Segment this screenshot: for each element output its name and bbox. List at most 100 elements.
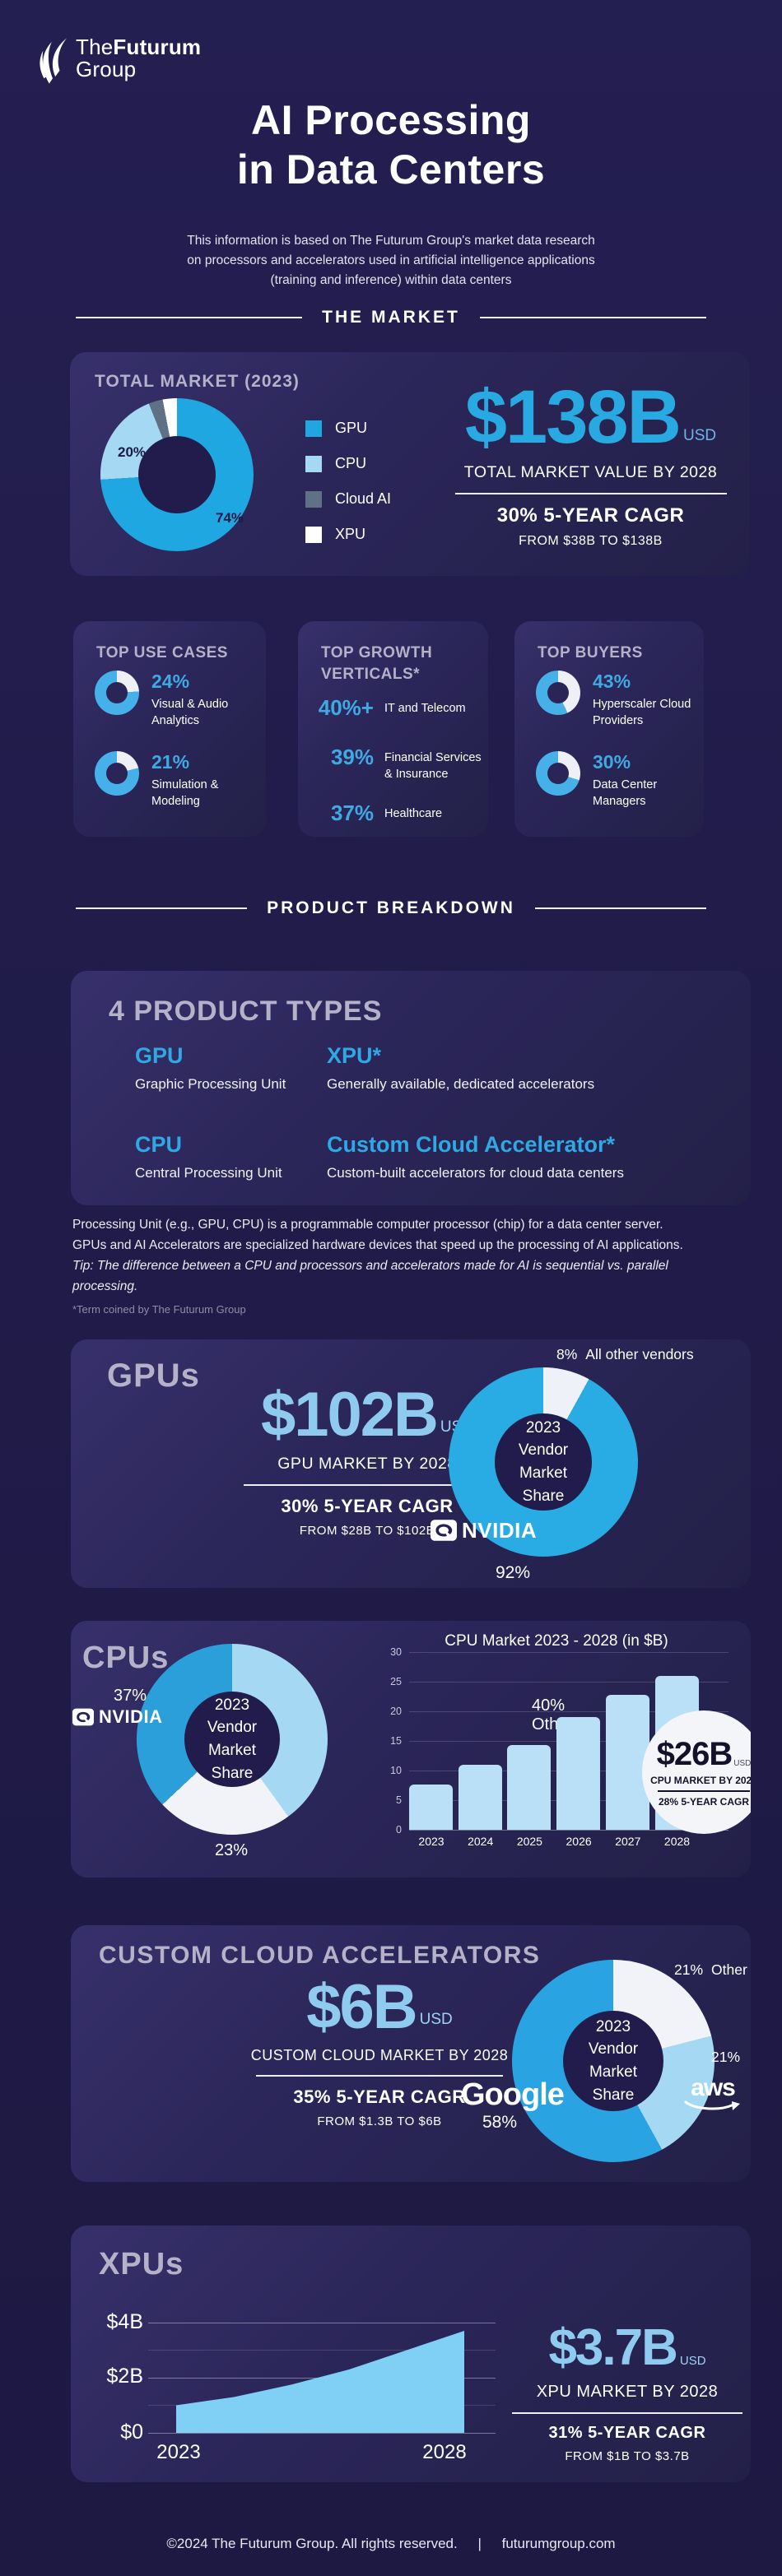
x-label: 2028 [422, 2441, 467, 2463]
logo-text: TheFuturum Group [76, 35, 201, 82]
value-divider [454, 493, 727, 495]
google-logo: Google [461, 2077, 565, 2112]
nvidia-wordmark: NVIDIA [462, 1517, 538, 1543]
donut-ring-icon [536, 751, 580, 796]
gpu-vendor-donut: 2023 Vendor Market Share [449, 1367, 638, 1557]
divider-line [479, 317, 707, 318]
value-divider [256, 2075, 503, 2077]
cpu-bar-year-label: 2024 [468, 1835, 494, 1848]
y-tick: 15 [390, 1735, 402, 1747]
product-name-xpu: XPU* [327, 1043, 382, 1068]
custom-cloud-card: CUSTOM CLOUD ACCELERATORS $6B USD CUSTOM… [71, 1925, 751, 2182]
use-cases-title: TOP USE CASES [96, 644, 228, 661]
cpu-bar [409, 1784, 453, 1830]
feather-icon [40, 38, 67, 84]
nvidia-eye-icon [431, 1520, 457, 1541]
cpu-vendor-donut: 2023 Vendor Market Share [137, 1644, 328, 1835]
xpus-title: XPUs [99, 2247, 184, 2281]
gpus-title: GPUs [107, 1358, 200, 1394]
divider-line [76, 317, 303, 318]
futurum-logo: TheFuturum Group [38, 35, 201, 84]
cpu-slice-label: 20% [117, 444, 147, 460]
product-desc-cca: Custom-built accelerators for cloud data… [327, 1165, 624, 1181]
footer: ©2024 The Futurum Group. All rights rese… [0, 2536, 782, 2552]
cpu-bar [458, 1764, 502, 1830]
aws-logo: aws [680, 2076, 746, 2118]
growth-row: 40%+ IT and Telecom [318, 695, 466, 720]
product-desc-xpu: Generally available, dedicated accelerat… [327, 1076, 595, 1092]
badge-caption: CPU MARKET BY 2028 [650, 1774, 751, 1786]
y-tick: 10 [390, 1765, 402, 1776]
donut-hole [138, 436, 216, 513]
total-market-caption: TOTAL MARKET VALUE BY 2028 [463, 463, 718, 482]
product-types-title: 4 PRODUCT TYPES [109, 996, 383, 1027]
gpus-card: GPUs $102B USD GPU MARKET BY 2028 30% 5-… [71, 1339, 751, 1588]
badge-cagr: 28% 5-YEAR CAGR [658, 1795, 750, 1808]
xpus-card: XPUs $4B $2B $0 2023 2028 $3.7B USD XPU … [71, 2226, 751, 2482]
donut-ring-icon [536, 671, 580, 715]
buyer-item: 43% Hyperscaler Cloud Providers [536, 671, 692, 729]
cpu-bar [605, 1694, 649, 1830]
logo-group: Group [76, 57, 137, 82]
badge-unit: USD [733, 1758, 751, 1768]
badge-value: $26B [656, 1735, 733, 1772]
section-title-market: THE MARKET [322, 308, 460, 327]
xpu-market-value: $3.7B [548, 2319, 677, 2376]
value-divider [244, 1484, 491, 1487]
custom-cloud-value: $6B [306, 1972, 417, 2042]
custom-cloud-value-block: $6B USD CUSTOM CLOUD MARKET BY 2028 35% … [244, 1972, 515, 2128]
y-tick: 20 [390, 1706, 402, 1717]
gpu-slice-label: 74% [215, 510, 244, 526]
gpu-caption: GPU MARKET BY 2028 [277, 1455, 457, 1474]
gpu-cagr: 30% 5-YEAR CAGR [281, 1496, 454, 1517]
section-divider-product: PRODUCT BREAKDOWN [76, 898, 707, 918]
cpu-bar-year-label: 2025 [516, 1835, 542, 1848]
custom-cloud-caption: CUSTOM CLOUD MARKET BY 2028 [250, 2047, 509, 2064]
growth-row: 39% Financial Services & Insurance [330, 745, 482, 781]
cpu-bar [507, 1745, 552, 1830]
cpu-bar-year-label: 2028 [663, 1835, 691, 1848]
cpus-card: CPUs 2023 Vendor Market Share 37% NVIDIA… [71, 1621, 751, 1877]
custom-cloud-vendor-donut: 2023 Vendor Market Share [512, 1960, 715, 2162]
xpu-range: FROM $1B TO $3.7B [565, 2448, 690, 2463]
top-use-cases-card: TOP USE CASES 24% Visual & Audio Analyti… [73, 621, 266, 837]
footer-link[interactable]: futurumgroup.com [501, 2536, 616, 2551]
donut-center-label: 2023 Vendor Market Share [518, 1418, 569, 1505]
y-label: $4B [106, 2310, 143, 2333]
nvidia-logo: NVIDIA [72, 1706, 163, 1728]
legend-item-gpu: GPU [305, 420, 391, 437]
custom-cloud-cagr: 35% 5-YEAR CAGR [293, 2086, 466, 2108]
cpu-bar-year-label: 2027 [615, 1835, 641, 1848]
use-case-item: 21% Simulation & Modeling [95, 751, 251, 810]
xpu-area-svg [176, 2331, 464, 2433]
product-name-gpu: GPU [135, 1043, 184, 1068]
xpu-value-block: $3.7B USD XPU MARKET BY 2028 31% 5-YEAR … [507, 2319, 747, 2463]
total-market-value-block: $138B USD TOTAL MARKET VALUE BY 2028 30%… [445, 379, 737, 549]
gpu-value-block: $102B USD GPU MARKET BY 2028 30% 5-YEAR … [231, 1383, 503, 1538]
total-market-legend: GPU CPU Cloud AI XPU [305, 420, 391, 561]
x-label: 2023 [156, 2441, 201, 2463]
y-tick: 0 [396, 1824, 402, 1836]
section-divider-market: THE MARKET [76, 308, 707, 327]
y-tick: 5 [396, 1794, 402, 1806]
usd-unit: USD [679, 2353, 706, 2368]
nvidia-logo: NVIDIA [431, 1517, 537, 1543]
cpu-swatch [305, 455, 322, 472]
total-market-card: TOTAL MARKET (2023) 20% 74% GPU CPU Clou… [70, 352, 750, 576]
donut-center-label: 2023 Vendor Market Share [588, 2017, 639, 2104]
donut-hole: 2023 Vendor Market Share [495, 1413, 592, 1511]
usd-unit: USD [419, 2011, 453, 2029]
cpu-chart-title: CPU Market 2023 - 2028 (in $B) [445, 1632, 668, 1650]
section-title-product: PRODUCT BREAKDOWN [267, 898, 515, 917]
xpu-cagr: 31% 5-YEAR CAGR [548, 2423, 706, 2442]
value-divider [512, 2411, 742, 2414]
footnotes: Processing Unit (e.g., GPU, CPU) is a pr… [72, 1218, 683, 1316]
cpu-bar [556, 1717, 601, 1830]
total-market-title: TOTAL MARKET (2023) [95, 372, 300, 391]
use-case-item: 24% Visual & Audio Analytics [95, 671, 251, 729]
top-growth-verticals-card: TOP GROWTH VERTICALS* 40%+ IT and Teleco… [298, 621, 488, 837]
gridline [148, 2350, 496, 2351]
footer-copyright: ©2024 The Futurum Group. All rights rese… [166, 2536, 458, 2551]
